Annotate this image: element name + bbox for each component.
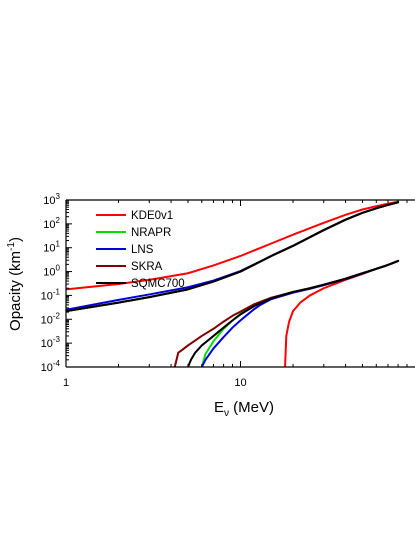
x-tick-label: 1 [63, 377, 69, 389]
legend-label-skra: SKRA [131, 261, 163, 273]
y-tick-label-exponent: -1 [53, 287, 61, 296]
y-tick-label: 10-2 [41, 311, 61, 326]
series-line-kde0v1-lower [284, 259, 400, 367]
y-tick-label-exponent: 3 [56, 192, 61, 201]
series-line-kde0v1-upper [66, 200, 400, 291]
y-axis-title-superscript: -1 [6, 242, 17, 251]
y-tick-label: 103 [43, 192, 60, 207]
y-tick-label-exponent: -4 [53, 359, 61, 368]
x-axis-title-subscript: ν [224, 408, 229, 419]
y-tick-label: 10-4 [41, 359, 61, 374]
y-tick-label-base: 10 [41, 314, 53, 326]
y-tick-label-base: 10 [43, 243, 55, 255]
y-tick-label-exponent: 1 [56, 240, 61, 249]
y-tick-label-base: 10 [41, 338, 53, 350]
y-axis-title-close: ) [7, 237, 24, 242]
y-tick-label: 10-3 [41, 335, 61, 350]
series-layer [66, 200, 400, 367]
y-tick-label-base: 10 [43, 267, 55, 279]
y-tick-label-base: 10 [41, 362, 53, 374]
y-tick-label-base: 10 [41, 290, 53, 302]
legend-label-sqmc700: SQMC700 [131, 278, 185, 290]
legend-label-kde0v1: KDE0v1 [131, 210, 173, 222]
series-line-sqmc700-upper [66, 201, 400, 313]
y-tick-label: 102 [43, 216, 60, 231]
y-tick-label: 100 [43, 264, 60, 279]
x-axis-title: Eν (MeV) [214, 399, 274, 419]
y-tick-label-exponent: -3 [53, 335, 61, 344]
series-line-nrapr-lower [200, 259, 400, 367]
y-axis-title-text: Opacity (km [7, 251, 24, 331]
y-tick-label-base: 10 [43, 195, 55, 207]
legend-label-lns: LNS [131, 244, 154, 256]
y-tick-label: 10-1 [41, 287, 61, 302]
y-tick-label-exponent: 2 [56, 216, 61, 225]
series-line-lns-lower [200, 259, 400, 367]
y-tick-label-exponent: -2 [53, 311, 61, 320]
y-tick-label-base: 10 [43, 219, 55, 231]
y-tick-label: 101 [43, 240, 60, 255]
y-axis-title: Opacity (km-1) [6, 237, 24, 331]
x-axis-title-unit: (MeV) [229, 399, 274, 416]
x-tick-label: 10 [234, 377, 246, 389]
x-axis-title-text: E [214, 399, 224, 416]
legend-label-nrapr: NRAPR [131, 227, 171, 239]
legend: KDE0v1 NRAPR LNS SKRA SQMC700 [96, 210, 185, 290]
y-tick-label-exponent: 0 [56, 264, 61, 273]
series-line-sqmc700-lower [186, 259, 400, 367]
